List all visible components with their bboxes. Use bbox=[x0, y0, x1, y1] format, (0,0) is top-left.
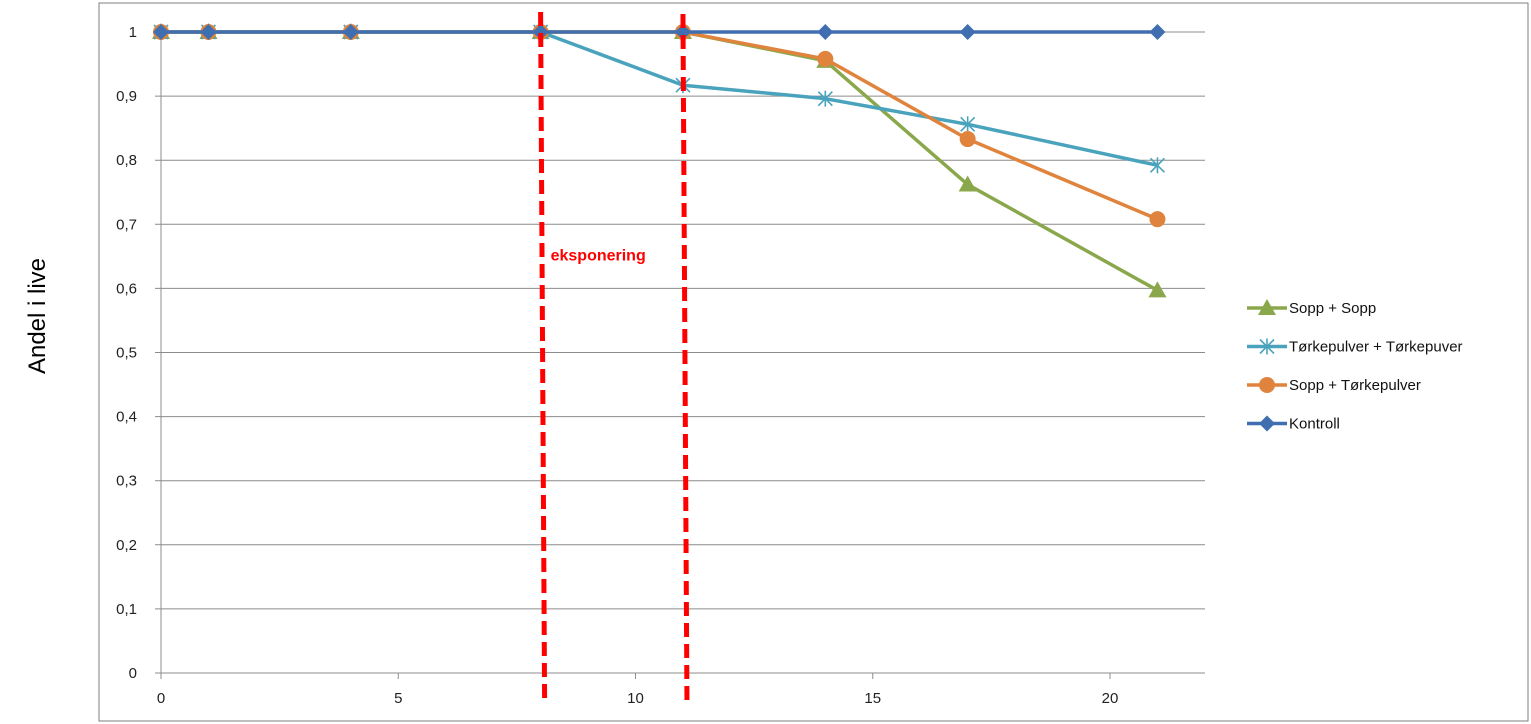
legend-label: Tørkepulver + Tørkepuver bbox=[1289, 339, 1463, 356]
legend-label: Sopp + Tørkepulver bbox=[1289, 377, 1421, 394]
y-tick-label: 0,8 bbox=[116, 152, 137, 169]
exposure-label: eksponering bbox=[551, 247, 646, 264]
y-tick-label: 0,1 bbox=[116, 601, 137, 618]
y-tick-label: 0,7 bbox=[116, 216, 137, 233]
data-point bbox=[817, 24, 834, 40]
data-point bbox=[959, 131, 976, 148]
legend-item: Sopp + Tørkepulver bbox=[1247, 377, 1421, 394]
y-tick-label: 0,6 bbox=[116, 280, 137, 297]
y-tick-label: 0,4 bbox=[116, 409, 137, 426]
data-point bbox=[200, 24, 217, 40]
data-point bbox=[342, 24, 359, 40]
y-tick-label: 0,9 bbox=[116, 88, 137, 105]
x-tick-label: 20 bbox=[1102, 690, 1119, 707]
exposure-line bbox=[680, 13, 690, 701]
chart-frame bbox=[98, 2, 1529, 722]
data-point bbox=[959, 24, 976, 40]
legend-marker bbox=[1259, 377, 1275, 393]
data-point bbox=[1149, 24, 1166, 40]
data-point bbox=[1148, 281, 1167, 298]
legend: Sopp + Sopp Tørkepulver + Tørkepuver Sopp … bbox=[1247, 299, 1463, 433]
series-layer bbox=[152, 23, 1167, 298]
legend-marker bbox=[1259, 415, 1275, 432]
y-tick-label: 0 bbox=[129, 665, 137, 682]
data-point bbox=[153, 24, 169, 40]
x-tick-label: 0 bbox=[157, 690, 165, 707]
legend-label: Sopp + Sopp bbox=[1289, 300, 1376, 317]
x-tick-label: 5 bbox=[394, 690, 402, 707]
series-3 bbox=[153, 24, 1166, 40]
x-tick-label: 15 bbox=[864, 690, 881, 707]
data-point bbox=[1149, 211, 1166, 228]
data-point bbox=[960, 116, 976, 133]
exposure-line bbox=[538, 11, 548, 701]
data-point bbox=[817, 50, 834, 67]
legend-marker bbox=[1259, 338, 1275, 355]
y-tick-label: 0,2 bbox=[116, 537, 137, 554]
data-point bbox=[817, 90, 833, 107]
y-tick-label: 0,5 bbox=[116, 345, 137, 362]
y-tick-label: 0,3 bbox=[116, 473, 137, 490]
axes: 00,10,20,30,40,50,60,70,80,910 5 10 15 20 bbox=[116, 24, 1205, 707]
legend-item: Kontroll bbox=[1247, 415, 1340, 433]
data-point bbox=[674, 24, 691, 40]
legend-item: Tørkepulver + Tørkepuver bbox=[1247, 338, 1463, 356]
x-tick-label: 10 bbox=[627, 690, 644, 707]
data-point bbox=[1149, 157, 1166, 174]
legend-label: Kontroll bbox=[1289, 416, 1340, 433]
y-tick-label: 1 bbox=[129, 24, 137, 41]
annotations: eksponering bbox=[538, 11, 690, 701]
data-point bbox=[532, 24, 549, 40]
data-point bbox=[958, 175, 977, 192]
legend-item: Sopp + Sopp bbox=[1247, 299, 1376, 317]
legend-marker bbox=[1258, 299, 1276, 315]
